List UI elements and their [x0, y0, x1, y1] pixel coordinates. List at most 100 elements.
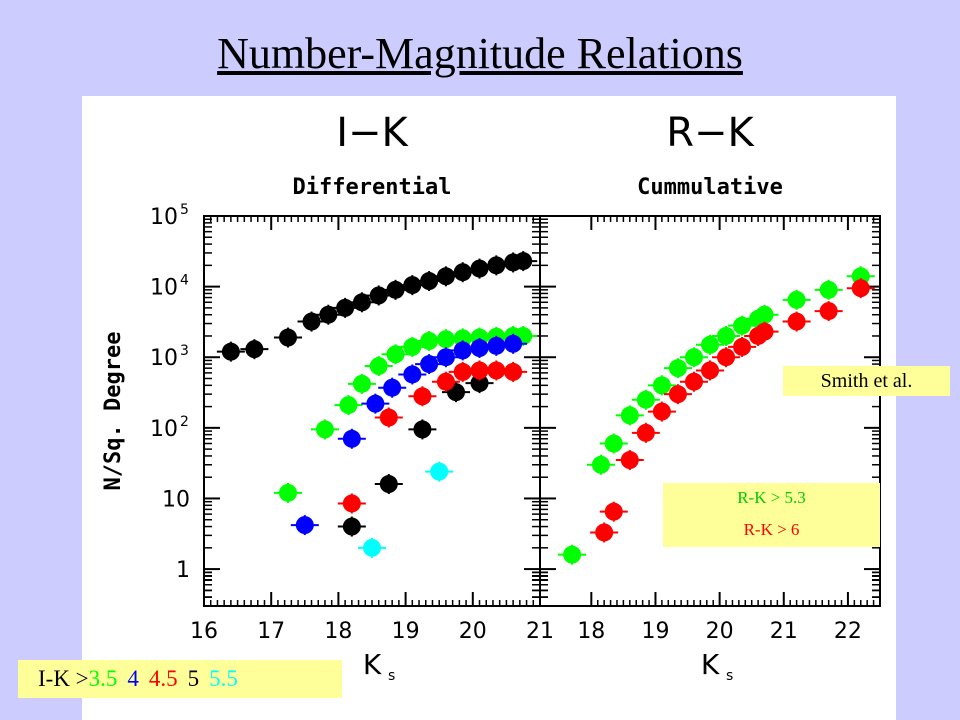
panel1-data-point-black	[403, 276, 422, 295]
panel1-data-point-black	[379, 475, 398, 494]
panel1-y-tick-label: 1	[176, 558, 190, 583]
panel1-data-point-blue	[403, 365, 422, 384]
panel2-data-point-red	[652, 402, 671, 421]
panel1-data-point-green	[420, 331, 439, 350]
panel1-data-point-green	[386, 345, 405, 364]
panel1-y-tick-label: 10	[150, 276, 178, 301]
panel1-data-point-black	[336, 298, 355, 317]
panel1-x-tick-label: 16	[190, 619, 218, 644]
panel1-data-point-green	[436, 330, 455, 349]
panel1-data-point-black	[386, 280, 405, 299]
panel2-data-point-red	[668, 385, 687, 404]
panel2-data-point-red	[819, 302, 838, 321]
panel2-data-point-green	[717, 326, 736, 345]
panel1-data-point-blue	[436, 348, 455, 367]
panel2-data-point-red	[717, 348, 736, 367]
panel1-x-tick-label: 21	[526, 619, 554, 644]
panel2-data-point-green	[684, 348, 703, 367]
panel2-x-tick-label: 22	[834, 619, 862, 644]
panel1-data-point-black	[319, 305, 338, 324]
panel1-y-tick-label-exponent: 2	[180, 414, 189, 430]
panel1-data-point-blue	[504, 334, 523, 353]
slide-title: Number-Magnitude Relations	[217, 29, 743, 78]
panel1-y-tick-label: 10	[150, 205, 178, 230]
panel2-data-point-red	[620, 451, 639, 470]
panel1-y-tick-label-exponent: 4	[180, 273, 189, 289]
panel1-data-point-black	[279, 328, 297, 347]
ik-legend-value-red: 4.5	[148, 666, 178, 691]
panel2-data-point-red	[604, 502, 623, 521]
panel2-data-point-green	[733, 316, 752, 335]
panel1-data-point-red	[436, 372, 455, 391]
panel1-data-point-blue	[295, 516, 314, 535]
panel1-data-point-blue	[420, 355, 439, 374]
panel1-data-point-red	[453, 362, 472, 381]
panel2-data-point-green	[636, 390, 655, 409]
panel1-data-point-cyan	[430, 462, 449, 481]
panel1-x-axis-label-sub: s	[388, 668, 395, 684]
panel1-data-point-cyan	[363, 538, 381, 557]
panel1-data-point-black	[514, 252, 533, 271]
panel1-y-axis-label: N/Sq. Degree	[101, 332, 126, 491]
panel2-data-point-red	[733, 337, 752, 356]
panel1-data-point-black	[245, 340, 264, 359]
panel2-data-point-red	[595, 523, 614, 542]
panel1-data-point-blue	[470, 339, 489, 358]
ik-legend-prefix: I-K >	[38, 666, 89, 691]
panel2-data-point-green	[787, 290, 806, 309]
panel2-x-tick-label: 21	[770, 619, 798, 644]
panel1-data-point-black	[420, 272, 439, 291]
ik-legend-value-blue: 4	[127, 666, 139, 691]
panel1-data-point-black	[470, 259, 489, 278]
panel1-y-tick-label: 10	[162, 487, 190, 512]
panel1-data-point-blue	[453, 341, 472, 360]
panel2-x-axis-label-sub: s	[726, 668, 733, 684]
rk-legend-entry-green: R-K > 5.3	[737, 488, 806, 507]
panel1-data-point-black	[352, 293, 371, 312]
panel1-data-point-green	[315, 420, 334, 439]
panel2-data-point-red	[851, 279, 870, 298]
panel2-data-point-green	[652, 376, 671, 395]
panel1-data-point-black	[436, 267, 455, 286]
panel2-data-point-red	[636, 423, 655, 442]
panel1-data-point-blue	[383, 378, 402, 397]
panel1-data-point-red	[470, 361, 489, 380]
panel1-data-point-green	[352, 374, 371, 393]
panel1-data-point-green	[279, 483, 297, 502]
ik-legend-value-green: 3.5	[88, 666, 118, 691]
ik-legend: I-K >3.5 4 4.5 5 5.5	[18, 660, 342, 698]
panel2-x-tick-label: 19	[641, 619, 669, 644]
panel1-data-point-green	[403, 337, 422, 356]
panel1-data-point-blue	[487, 336, 506, 355]
panel1-data-point-red	[487, 361, 506, 380]
panel1-data-point-blue	[366, 394, 385, 413]
panel1-y-tick-label-exponent: 3	[180, 343, 189, 359]
panel1-data-point-black	[342, 517, 361, 536]
panel2-data-point-green	[701, 335, 719, 354]
panel2-data-point-green	[755, 305, 774, 324]
panel1-data-point-green	[369, 357, 388, 376]
panel1-y-tick-label: 10	[150, 417, 178, 442]
panel2-data-point-red	[701, 361, 719, 380]
panel2-frame	[539, 215, 881, 607]
panel1-y-tick-label: 10	[150, 346, 178, 371]
panel2-title: R−K	[666, 110, 755, 156]
panel2-x-axis-label: K	[701, 648, 720, 681]
panel1-data-point-red	[342, 494, 361, 513]
ik-legend-value-cyan: 5.5	[209, 666, 238, 691]
panel1-x-tick-label: 20	[459, 619, 487, 644]
rk-legend-entry-red: R-K > 6	[743, 520, 800, 539]
panel2-data-point-green	[819, 280, 838, 299]
panel1-y-tick-label-exponent: 5	[180, 202, 189, 218]
smith-note: Smith et al.	[783, 366, 950, 396]
panel1-x-tick-label: 18	[324, 619, 352, 644]
panel1-data-point-black	[413, 420, 432, 439]
panel2-data-point-red	[755, 322, 774, 341]
panel2-data-point-green	[620, 406, 639, 425]
panel1-data-point-red	[379, 408, 398, 427]
panel1-data-point-black	[453, 263, 472, 282]
panel1-title: I−K	[336, 110, 409, 156]
panel1-data-point-black	[302, 312, 321, 331]
